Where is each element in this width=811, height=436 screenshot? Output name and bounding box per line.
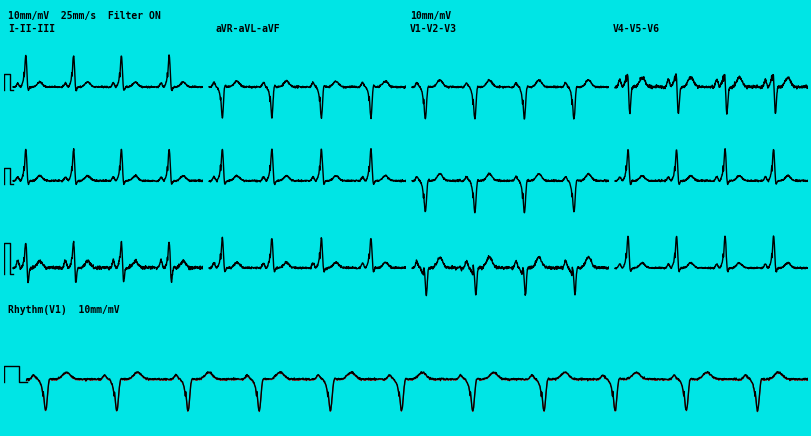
Text: V4-V5-V6: V4-V5-V6: [612, 24, 659, 34]
Text: V1-V2-V3: V1-V2-V3: [410, 24, 457, 34]
Text: I-II-III: I-II-III: [8, 24, 55, 34]
Text: 10mm/mV  25mm/s  Filter ON: 10mm/mV 25mm/s Filter ON: [8, 11, 161, 21]
Text: Rhythm(V1)  10mm/mV: Rhythm(V1) 10mm/mV: [8, 305, 119, 315]
Text: aVR-aVL-aVF: aVR-aVL-aVF: [215, 24, 280, 34]
Text: 10mm/mV: 10mm/mV: [410, 11, 451, 21]
